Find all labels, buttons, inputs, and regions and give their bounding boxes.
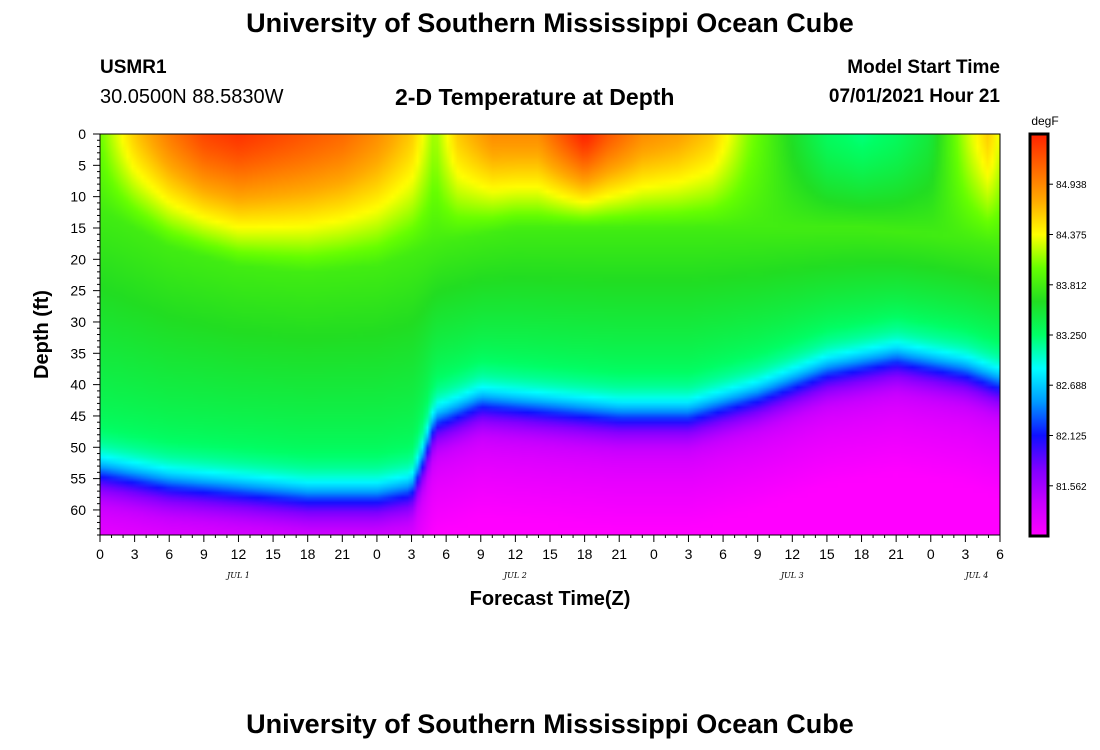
date-labels: JUL 1 JUL 2 JUL 3 JUL 4 <box>225 571 988 580</box>
x-tick-label: 9 <box>477 546 485 562</box>
x-tick-label: 12 <box>508 546 524 562</box>
page-title-bottom: University of Southern Mississippi Ocean… <box>246 709 854 739</box>
colorbar-unit: degF <box>1031 114 1058 128</box>
heatmap-field <box>100 134 1000 535</box>
y-tick-label: 35 <box>70 345 86 361</box>
colorbar-tick-label: 81.562 <box>1056 482 1087 493</box>
x-axis-label: Forecast Time(Z) <box>470 588 631 610</box>
page-title-top: University of Southern Mississippi Ocean… <box>246 8 854 38</box>
x-tick-label: 18 <box>854 546 870 562</box>
x-tick-label: 9 <box>754 546 762 562</box>
colorbar-tick-label: 82.688 <box>1056 381 1087 392</box>
x-tick-label: 0 <box>927 546 935 562</box>
x-axis: 0 3 6 9 12 15 18 21 0 3 6 9 12 15 18 21 0 3 6 9 12 15 18 21 0 3 6 <box>96 535 1004 562</box>
x-tick-label: 6 <box>996 546 1004 562</box>
y-axis-label: Depth (ft) <box>31 290 53 379</box>
model-start-label: Model Start Time <box>847 57 1000 78</box>
colorbar-tick-label: 84.375 <box>1056 231 1087 242</box>
y-tick-label: 55 <box>70 471 86 487</box>
y-tick-label: 40 <box>70 377 86 393</box>
x-tick-label: 3 <box>685 546 693 562</box>
colorbar-tick-label: 84.938 <box>1056 180 1087 191</box>
x-tick-label: 18 <box>300 546 316 562</box>
chart-subtitle: 2-D Temperature at Depth <box>395 84 675 110</box>
colorbar <box>1028 132 1050 538</box>
x-tick-label: 6 <box>719 546 727 562</box>
y-tick-label: 5 <box>78 157 86 173</box>
station-coordinates: 30.0500N 88.5830W <box>100 86 284 108</box>
x-tick-label: 0 <box>373 546 381 562</box>
station-id: USMR1 <box>100 57 167 78</box>
date-label: JUL 1 <box>225 571 250 580</box>
y-tick-label: 50 <box>70 439 86 455</box>
y-axis: 0 5 10 15 20 25 30 35 40 45 50 55 60 <box>70 126 100 536</box>
x-tick-label: 21 <box>611 546 627 562</box>
date-label: JUL 3 <box>779 571 804 580</box>
y-tick-label: 10 <box>70 189 86 205</box>
model-start-value: 07/01/2021 Hour 21 <box>828 86 1000 107</box>
x-tick-label: 0 <box>650 546 658 562</box>
x-tick-label: 6 <box>165 546 173 562</box>
x-tick-label: 0 <box>96 546 104 562</box>
date-label: JUL 2 <box>502 571 527 580</box>
colorbar-tick-label: 82.125 <box>1056 432 1087 443</box>
x-tick-label: 21 <box>888 546 904 562</box>
y-tick-label: 20 <box>70 251 86 267</box>
x-tick-label: 12 <box>231 546 247 562</box>
x-tick-label: 9 <box>200 546 208 562</box>
y-tick-label: 25 <box>70 283 86 299</box>
colorbar-tick-label: 83.250 <box>1056 331 1087 342</box>
y-tick-label: 15 <box>70 220 86 236</box>
colorbar-ticks: 84.938 84.375 83.812 83.250 82.688 82.125 81.5… <box>1048 180 1087 493</box>
x-tick-label: 15 <box>265 546 281 562</box>
x-tick-label: 3 <box>131 546 139 562</box>
x-tick-label: 18 <box>577 546 593 562</box>
y-tick-label: 45 <box>70 408 86 424</box>
x-tick-label: 12 <box>785 546 801 562</box>
x-tick-label: 15 <box>819 546 835 562</box>
x-tick-label: 15 <box>542 546 558 562</box>
y-tick-label: 0 <box>78 126 86 142</box>
x-tick-label: 3 <box>408 546 416 562</box>
x-tick-label: 3 <box>961 546 969 562</box>
y-tick-label: 60 <box>70 502 86 518</box>
x-tick-label: 6 <box>442 546 450 562</box>
y-tick-label: 30 <box>70 314 86 330</box>
date-label: JUL 4 <box>963 571 988 580</box>
x-tick-label: 21 <box>335 546 351 562</box>
colorbar-tick-label: 83.812 <box>1056 281 1087 292</box>
